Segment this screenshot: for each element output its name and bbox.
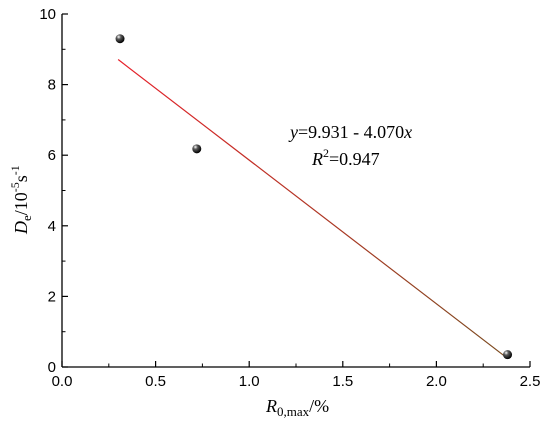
x-tick-label: 2.0 <box>426 373 447 390</box>
x-tick-label: 2.5 <box>520 373 541 390</box>
y-axis-label: De/10-5s-1 <box>8 165 34 235</box>
y-tick-label: 4 <box>48 218 56 235</box>
y-tick-label: 10 <box>39 6 56 23</box>
r-squared: R2=0.947 <box>311 146 380 169</box>
fit-line <box>117 59 507 358</box>
y-tick-label: 0 <box>48 359 56 376</box>
data-point <box>503 350 513 360</box>
x-tick-label: 0.0 <box>52 373 73 390</box>
data-points <box>115 34 513 360</box>
data-point <box>192 144 202 154</box>
x-tick-label: 1.5 <box>332 373 353 390</box>
y-tick-label: 2 <box>48 288 56 305</box>
fit-equation: y=9.931 - 4.070x <box>288 122 412 142</box>
x-tick-label: 0.5 <box>145 373 166 390</box>
y-tick-label: 8 <box>48 77 56 94</box>
x-axis-label: R0,max/% <box>265 396 329 419</box>
axes <box>61 14 530 368</box>
data-point <box>115 34 125 44</box>
tick-marks <box>61 13 531 368</box>
x-tick-label: 1.0 <box>239 373 260 390</box>
y-tick-label: 6 <box>48 147 56 164</box>
fit-line-group <box>117 59 507 358</box>
tick-labels: 0.0 0.5 1.0 1.5 2.0 2.5 0 2 4 6 8 10 <box>39 6 540 390</box>
